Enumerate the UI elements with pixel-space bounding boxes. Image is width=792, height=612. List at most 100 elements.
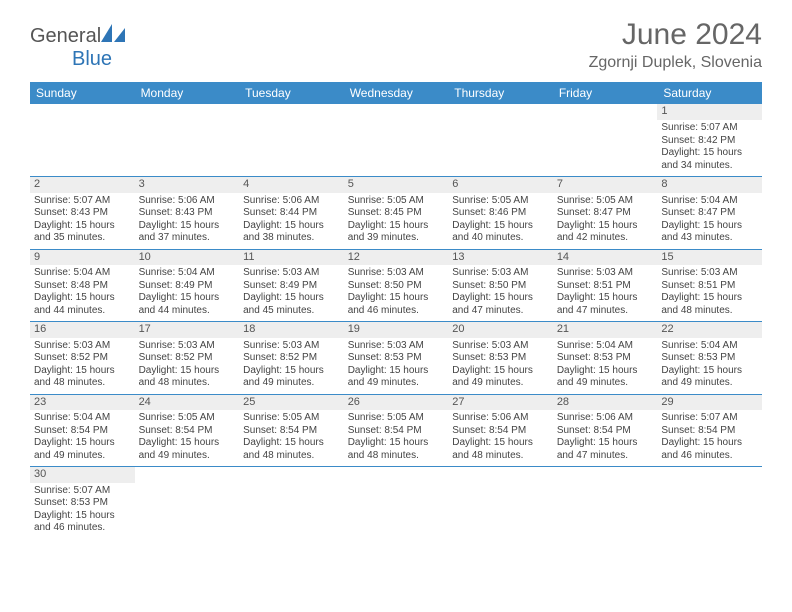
- sunset-line: Sunset: 8:53 PM: [348, 352, 445, 365]
- day-number: 17: [135, 322, 240, 338]
- day-number: 6: [448, 177, 553, 193]
- sunrise-line: Sunrise: 5:03 AM: [452, 340, 549, 353]
- dl2-line: and 49 minutes.: [348, 377, 445, 390]
- brand-logo: GeneralBlue: [30, 24, 127, 71]
- dl2-line: and 43 minutes.: [661, 232, 758, 245]
- dl2-line: and 37 minutes.: [139, 232, 236, 245]
- sunrise-line: Sunrise: 5:03 AM: [139, 340, 236, 353]
- detail-row: Sunrise: 5:07 AMSunset: 8:53 PMDaylight:…: [30, 483, 762, 539]
- dl1-line: Daylight: 15 hours: [34, 220, 131, 233]
- sunrise-line: Sunrise: 5:03 AM: [348, 340, 445, 353]
- dl2-line: and 34 minutes.: [661, 160, 758, 173]
- day-cell: Sunrise: 5:05 AMSunset: 8:45 PMDaylight:…: [344, 193, 449, 250]
- day-cell: Sunrise: 5:04 AMSunset: 8:47 PMDaylight:…: [657, 193, 762, 250]
- day-number: [657, 467, 762, 483]
- sunrise-line: Sunrise: 5:07 AM: [661, 122, 758, 135]
- dl1-line: Daylight: 15 hours: [348, 220, 445, 233]
- sunset-line: Sunset: 8:52 PM: [243, 352, 340, 365]
- sunrise-line: Sunrise: 5:04 AM: [34, 412, 131, 425]
- dl2-line: and 46 minutes.: [661, 450, 758, 463]
- dl1-line: Daylight: 15 hours: [557, 437, 654, 450]
- sail-icon: [101, 24, 127, 48]
- daynum-row: 2345678: [30, 177, 762, 193]
- day-number: 30: [30, 467, 135, 483]
- day-cell: Sunrise: 5:06 AMSunset: 8:44 PMDaylight:…: [239, 193, 344, 250]
- title-block: June 2024 Zgornji Duplek, Slovenia: [589, 18, 762, 72]
- sunset-line: Sunset: 8:54 PM: [139, 425, 236, 438]
- sunrise-line: Sunrise: 5:03 AM: [243, 340, 340, 353]
- day-number: [553, 104, 658, 120]
- day-cell: Sunrise: 5:07 AMSunset: 8:42 PMDaylight:…: [657, 120, 762, 177]
- day-number: 2: [30, 177, 135, 193]
- sunset-line: Sunset: 8:53 PM: [34, 497, 131, 510]
- dl1-line: Daylight: 15 hours: [452, 220, 549, 233]
- day-cell: Sunrise: 5:04 AMSunset: 8:53 PMDaylight:…: [553, 338, 658, 395]
- day-number: 11: [239, 249, 344, 265]
- day-number: [344, 467, 449, 483]
- day-number: [135, 467, 240, 483]
- sunrise-line: Sunrise: 5:05 AM: [139, 412, 236, 425]
- dl1-line: Daylight: 15 hours: [34, 365, 131, 378]
- day-number: 18: [239, 322, 344, 338]
- sunrise-line: Sunrise: 5:05 AM: [452, 195, 549, 208]
- daynum-row: 23242526272829: [30, 394, 762, 410]
- day-number: [135, 104, 240, 120]
- detail-row: Sunrise: 5:07 AMSunset: 8:42 PMDaylight:…: [30, 120, 762, 177]
- day-cell: Sunrise: 5:05 AMSunset: 8:54 PMDaylight:…: [344, 410, 449, 467]
- dl1-line: Daylight: 15 hours: [34, 437, 131, 450]
- dl1-line: Daylight: 15 hours: [661, 365, 758, 378]
- day-number: 8: [657, 177, 762, 193]
- day-number: [448, 104, 553, 120]
- dl1-line: Daylight: 15 hours: [243, 292, 340, 305]
- sunset-line: Sunset: 8:51 PM: [661, 280, 758, 293]
- dl1-line: Daylight: 15 hours: [243, 437, 340, 450]
- day-number: 12: [344, 249, 449, 265]
- sunrise-line: Sunrise: 5:05 AM: [557, 195, 654, 208]
- sunset-line: Sunset: 8:52 PM: [139, 352, 236, 365]
- day-number: 22: [657, 322, 762, 338]
- dayname-header: Sunday: [30, 82, 135, 104]
- dl2-line: and 47 minutes.: [557, 305, 654, 318]
- day-cell: [344, 483, 449, 539]
- sunrise-line: Sunrise: 5:04 AM: [557, 340, 654, 353]
- day-number: 10: [135, 249, 240, 265]
- day-cell: Sunrise: 5:07 AMSunset: 8:54 PMDaylight:…: [657, 410, 762, 467]
- sunrise-line: Sunrise: 5:03 AM: [348, 267, 445, 280]
- sunset-line: Sunset: 8:49 PM: [243, 280, 340, 293]
- dl2-line: and 48 minutes.: [348, 450, 445, 463]
- sunset-line: Sunset: 8:53 PM: [661, 352, 758, 365]
- daynum-row: 1: [30, 104, 762, 120]
- dl2-line: and 48 minutes.: [139, 377, 236, 390]
- day-number: 24: [135, 394, 240, 410]
- day-cell: Sunrise: 5:03 AMSunset: 8:51 PMDaylight:…: [657, 265, 762, 322]
- sunset-line: Sunset: 8:54 PM: [452, 425, 549, 438]
- sunrise-line: Sunrise: 5:03 AM: [34, 340, 131, 353]
- daynum-row: 16171819202122: [30, 322, 762, 338]
- day-cell: Sunrise: 5:06 AMSunset: 8:54 PMDaylight:…: [448, 410, 553, 467]
- day-cell: Sunrise: 5:03 AMSunset: 8:50 PMDaylight:…: [448, 265, 553, 322]
- dl2-line: and 48 minutes.: [243, 450, 340, 463]
- dl2-line: and 44 minutes.: [139, 305, 236, 318]
- dayname-header: Wednesday: [344, 82, 449, 104]
- brand-part1: General: [30, 25, 101, 47]
- dayname-header: Friday: [553, 82, 658, 104]
- dl1-line: Daylight: 15 hours: [348, 437, 445, 450]
- dl2-line: and 44 minutes.: [34, 305, 131, 318]
- dl2-line: and 48 minutes.: [661, 305, 758, 318]
- dl1-line: Daylight: 15 hours: [34, 510, 131, 523]
- day-cell: [239, 483, 344, 539]
- day-number: 21: [553, 322, 658, 338]
- day-cell: Sunrise: 5:04 AMSunset: 8:53 PMDaylight:…: [657, 338, 762, 395]
- day-cell: Sunrise: 5:03 AMSunset: 8:52 PMDaylight:…: [239, 338, 344, 395]
- header: GeneralBlue June 2024 Zgornji Duplek, Sl…: [30, 18, 762, 72]
- dl2-line: and 49 minutes.: [557, 377, 654, 390]
- sunrise-line: Sunrise: 5:03 AM: [243, 267, 340, 280]
- dl1-line: Daylight: 15 hours: [243, 220, 340, 233]
- dayname-row: SundayMondayTuesdayWednesdayThursdayFrid…: [30, 82, 762, 104]
- sunset-line: Sunset: 8:45 PM: [348, 207, 445, 220]
- sunrise-line: Sunrise: 5:07 AM: [661, 412, 758, 425]
- sunrise-line: Sunrise: 5:05 AM: [348, 412, 445, 425]
- detail-row: Sunrise: 5:07 AMSunset: 8:43 PMDaylight:…: [30, 193, 762, 250]
- dl2-line: and 38 minutes.: [243, 232, 340, 245]
- day-cell: Sunrise: 5:07 AMSunset: 8:53 PMDaylight:…: [30, 483, 135, 539]
